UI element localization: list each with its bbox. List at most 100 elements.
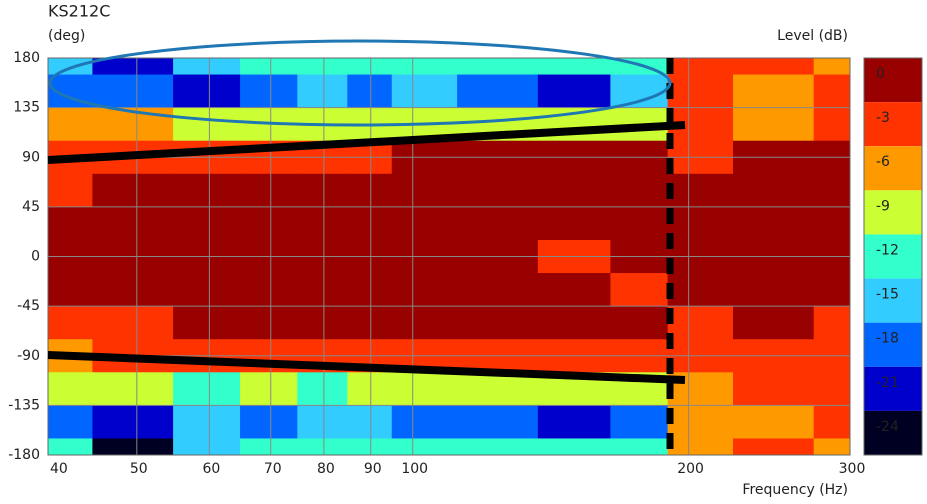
- heat-cell: [733, 372, 815, 406]
- y-tick-label: 135: [13, 100, 40, 116]
- heat-cell: [733, 58, 815, 76]
- heat-cell: [297, 273, 348, 307]
- colorbar-label: -12: [876, 242, 899, 258]
- heat-cell: [813, 74, 851, 109]
- colorbar-band: [864, 190, 922, 235]
- heat-cell: [48, 107, 93, 142]
- y-tick-label: 90: [22, 149, 40, 165]
- heat-cell: [457, 405, 539, 439]
- heat-cell: [391, 206, 458, 241]
- heat-cell: [240, 74, 298, 109]
- y-tick-label: -135: [8, 397, 40, 413]
- heat-cell: [240, 438, 298, 456]
- heat-cell: [813, 273, 851, 307]
- heat-cell: [610, 206, 669, 241]
- heat-cell: [733, 405, 815, 439]
- heat-cell: [297, 306, 348, 340]
- heat-cell: [667, 273, 734, 307]
- heat-cell: [347, 273, 393, 307]
- colorbar-label: -9: [876, 198, 890, 214]
- y-unit: (deg): [48, 28, 85, 44]
- heat-cell: [667, 306, 734, 340]
- colorbar-label: -18: [876, 331, 899, 347]
- heat-cell: [48, 438, 93, 456]
- heat-cell: [173, 107, 241, 142]
- colorbar-band: [864, 234, 922, 279]
- colorbar-frame: [863, 57, 923, 456]
- heat-cell: [537, 74, 611, 109]
- heat-cell: [537, 405, 611, 439]
- x-axis-label: Frequency (Hz): [742, 482, 848, 498]
- heat-cell: [297, 74, 348, 109]
- colorbar-label: 0: [876, 66, 885, 82]
- heat-cell: [173, 206, 241, 241]
- heat-cell: [347, 58, 393, 76]
- heat-cell: [813, 173, 851, 208]
- highlight-ellipse: [48, 39, 672, 127]
- heat-cell: [813, 58, 851, 76]
- heat-cell: [92, 206, 174, 241]
- heat-cell: [667, 58, 734, 76]
- heat-cell: [92, 58, 174, 76]
- y-tick-label: -180: [8, 447, 40, 463]
- heat-cell: [537, 206, 611, 241]
- heat-cell: [813, 107, 851, 142]
- heat-cell: [457, 438, 539, 456]
- heat-cell: [457, 58, 539, 76]
- heat-cell: [347, 405, 393, 439]
- colorbar-label: -3: [876, 110, 890, 126]
- heat-cell: [48, 306, 93, 340]
- x-tick-label: 40: [50, 461, 68, 477]
- heat-cell: [391, 74, 458, 109]
- x-tick-label: 300: [839, 461, 866, 477]
- heat-cell: [391, 405, 458, 439]
- heat-cell: [297, 206, 348, 241]
- heat-cell: [733, 107, 815, 142]
- heat-cell: [297, 173, 348, 208]
- heat-cell: [391, 306, 458, 340]
- heat-cell: [537, 306, 611, 340]
- y-tick-label: 180: [13, 50, 40, 66]
- trend-line: [47, 121, 686, 164]
- x-tick-label: 100: [401, 461, 428, 477]
- colorbar-label: -24: [876, 419, 899, 435]
- heat-cell: [92, 438, 174, 456]
- heat-cell: [240, 173, 298, 208]
- heat-cell: [391, 438, 458, 456]
- colorbar-band: [864, 102, 922, 147]
- heat-cell: [48, 273, 93, 307]
- y-tick-label: 45: [22, 199, 40, 215]
- heat-cell: [92, 173, 174, 208]
- colorbar-title: Level (dB): [777, 28, 848, 44]
- heat-cell: [347, 438, 393, 456]
- trend-line: [47, 351, 686, 384]
- heat-cell: [240, 273, 298, 307]
- heat-cell: [240, 405, 298, 439]
- heat-cell: [610, 273, 669, 307]
- heat-cell: [667, 438, 734, 456]
- annotations: [47, 39, 686, 455]
- heat-cell: [347, 306, 393, 340]
- heat-cell: [610, 306, 669, 340]
- heat-cell: [297, 438, 348, 456]
- heat-cell: [813, 206, 851, 241]
- heat-cell: [347, 74, 393, 109]
- heat-cell: [813, 405, 851, 439]
- heat-cell: [297, 405, 348, 439]
- heat-cell: [537, 58, 611, 76]
- colorbar-band: [864, 410, 922, 455]
- heat-cell: [733, 206, 815, 241]
- heat-cell: [297, 58, 348, 76]
- y-tick-label: -90: [17, 348, 40, 364]
- x-tick-label: 50: [130, 461, 148, 477]
- heat-cell: [537, 173, 611, 208]
- heat-cell: [457, 74, 539, 109]
- heat-cell: [173, 58, 241, 76]
- heat-cell: [391, 273, 458, 307]
- y-tick-label: -45: [17, 298, 40, 314]
- heat-cell: [610, 173, 669, 208]
- colorbar-label: -6: [876, 154, 890, 170]
- colorbar-band: [864, 366, 922, 411]
- heat-cell: [240, 306, 298, 340]
- heat-cell: [240, 372, 298, 406]
